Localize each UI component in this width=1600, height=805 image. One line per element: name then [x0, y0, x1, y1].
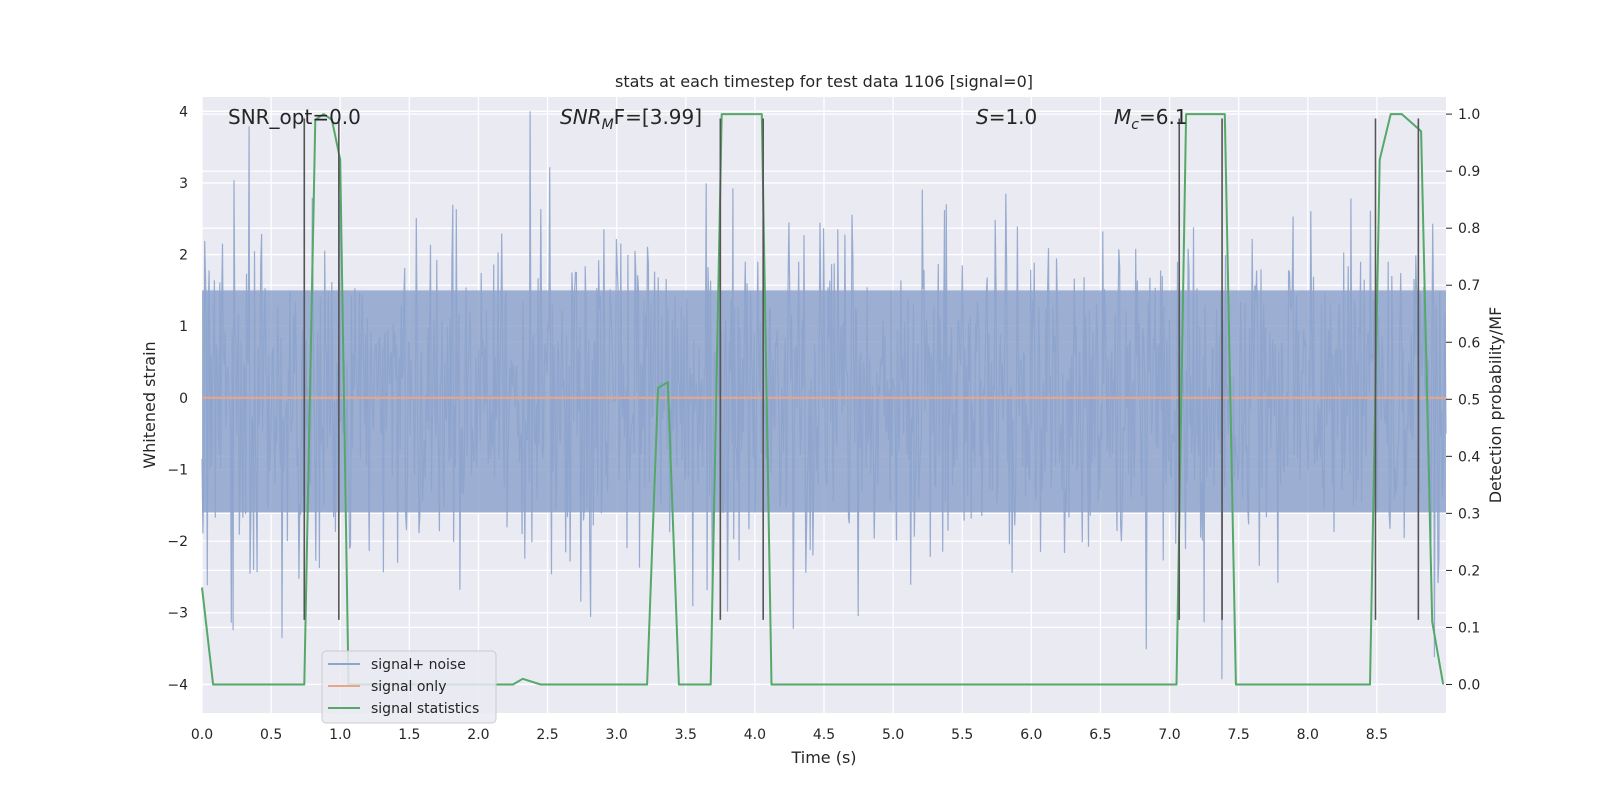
x-tick-label: 0.0: [191, 727, 213, 743]
y-tick-label: −1: [167, 462, 188, 478]
annotation-value: F=[3.99]: [614, 105, 702, 129]
annotation-symbol: M: [1114, 105, 1131, 129]
y2-tick-label: 0.5: [1458, 392, 1480, 408]
legend-label: signal+ noise: [371, 657, 466, 673]
y-tick-label: −3: [167, 606, 188, 622]
x-tick-label: 7.5: [1228, 727, 1250, 743]
x-tick-label: 4.5: [813, 727, 835, 743]
y2-tick-label: 0.4: [1458, 449, 1480, 465]
x-tick-label: 6.0: [1020, 727, 1042, 743]
legend-items: signal+ noise signal only signal statistic…: [328, 657, 479, 717]
annotation-text: SNR_opt=0.0: [228, 105, 361, 129]
annotation-value: =6.1: [1139, 105, 1188, 129]
y-axis-label: Whitened strain: [140, 341, 159, 468]
vertical-markers: [303, 118, 1420, 620]
annotation-1: SNRMF=[3.99]: [560, 105, 702, 133]
y-tick-label: 2: [179, 248, 188, 264]
y2-tick-label: 1.0: [1458, 107, 1480, 123]
y-tick-label: −2: [167, 534, 188, 550]
y2-tick-label: 0.8: [1458, 221, 1480, 237]
x-tick-label: 2.0: [467, 727, 489, 743]
x-tick-label: 6.5: [1089, 727, 1111, 743]
x-tick-label: 2.5: [536, 727, 558, 743]
signal-noise-series: [201, 111, 1447, 680]
y2-axis-label: Detection probability/MF: [1486, 307, 1505, 504]
y2-tick-label: 0.9: [1458, 164, 1480, 180]
x-tick-label: 8.5: [1366, 727, 1388, 743]
y2-tick-label: 0.2: [1458, 563, 1480, 579]
annotation-value: =1.0: [989, 105, 1038, 129]
x-tick-label: 5.0: [882, 727, 904, 743]
axes: 0.0 0.5 1.0 1.5 2.0 2.5 3.0 3.5 4.0 4.5 5.0 5.5 6.0 6…: [167, 104, 1480, 743]
chart-title: stats at each timestep for test data 110…: [615, 72, 1033, 91]
x-tick-label: 3.5: [675, 727, 697, 743]
annotation-symbol: S: [976, 105, 989, 129]
annotations: SNR_opt=0.0 SNRMF=[3.99] S=1.0 Mc=6.1: [228, 105, 1188, 133]
y-tick-label: 4: [179, 104, 188, 120]
x-tick-label: 8.0: [1297, 727, 1319, 743]
y2-tick-label: 0.3: [1458, 506, 1480, 522]
signal-noise-line: [201, 111, 1447, 680]
legend: signal+ noise signal only signal statistic…: [321, 650, 497, 724]
x-tick-label: 4.0: [744, 727, 766, 743]
annotation-subscript: c: [1131, 117, 1139, 133]
y2-tick-label: 0.1: [1458, 620, 1480, 636]
x-tick-label: 1.5: [398, 727, 420, 743]
y-tick-label: 0: [179, 391, 188, 407]
legend-frame: [321, 650, 497, 724]
legend-label: signal statistics: [371, 701, 479, 717]
y-tick-label: −4: [167, 677, 188, 693]
annotation-2: S=1.0: [976, 105, 1037, 129]
x-tick-label: 7.0: [1158, 727, 1180, 743]
legend-label: signal only: [371, 679, 446, 695]
y2-tick-label: 0.0: [1458, 677, 1480, 693]
y2-tick-label: 0.6: [1458, 335, 1480, 351]
annotation-0: SNR_opt=0.0: [228, 105, 361, 129]
annotation-3: Mc=6.1: [1114, 105, 1188, 133]
x-tick-label: 5.5: [951, 727, 973, 743]
x-tick-label: 0.5: [260, 727, 282, 743]
annotation-subscript: M: [602, 117, 614, 133]
x-axis-label: Time (s): [790, 748, 856, 767]
x-tick-label: 1.0: [329, 727, 351, 743]
x-tick-label: 3.0: [606, 727, 628, 743]
y2-tick-label: 0.7: [1458, 278, 1480, 294]
y-tick-label: 3: [179, 176, 188, 192]
annotation-symbol: SNR: [560, 105, 602, 129]
y-tick-label: 1: [179, 319, 188, 335]
